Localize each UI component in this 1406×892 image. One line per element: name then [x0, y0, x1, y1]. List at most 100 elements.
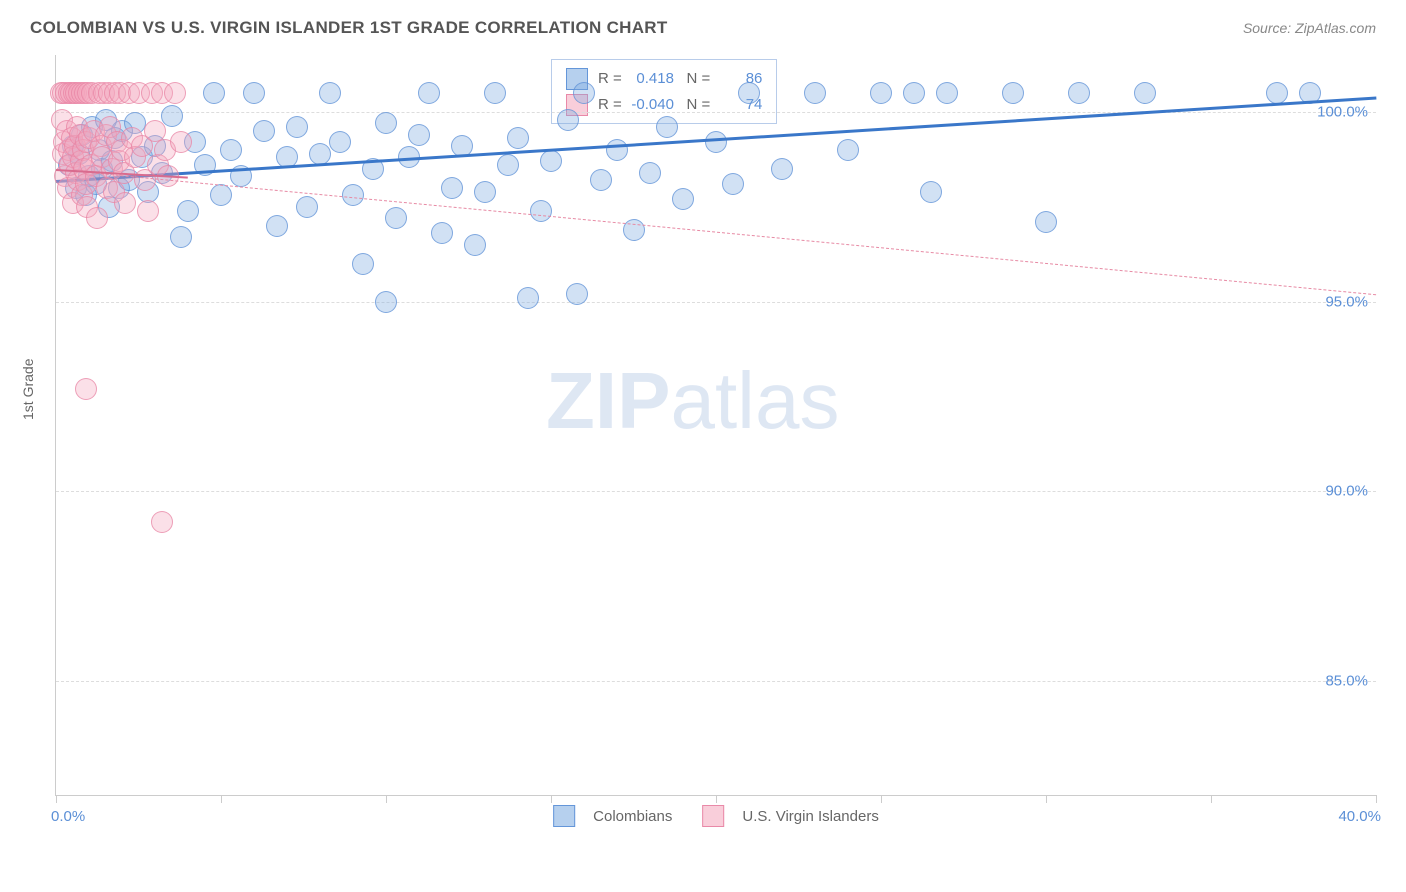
- data-point: [266, 215, 288, 237]
- gridline: [56, 681, 1376, 682]
- data-point: [375, 112, 397, 134]
- data-point: [507, 127, 529, 149]
- data-point: [342, 184, 364, 206]
- x-tick: [1211, 795, 1212, 803]
- data-point: [431, 222, 453, 244]
- data-point: [75, 378, 97, 400]
- data-point: [253, 120, 275, 142]
- data-point: [623, 219, 645, 241]
- data-point: [385, 207, 407, 229]
- data-point: [530, 200, 552, 222]
- data-point: [474, 181, 496, 203]
- data-point: [319, 82, 341, 104]
- data-point: [210, 184, 232, 206]
- data-point: [1068, 82, 1090, 104]
- chart-plot-area: ZIPatlas R = 0.418 N = 86R = -0.040 N = …: [55, 55, 1376, 796]
- data-point: [639, 162, 661, 184]
- data-point: [243, 82, 265, 104]
- series-legend-label: Colombians: [593, 808, 672, 825]
- y-axis-label: 1st Grade: [20, 359, 36, 420]
- data-point: [170, 226, 192, 248]
- data-point: [705, 131, 727, 153]
- x-tick: [881, 795, 882, 803]
- data-point: [1266, 82, 1288, 104]
- data-point: [329, 131, 351, 153]
- trend-line-usvi: [56, 169, 1376, 295]
- data-point: [220, 139, 242, 161]
- gridline: [56, 491, 1376, 492]
- data-point: [804, 82, 826, 104]
- data-point: [296, 196, 318, 218]
- series-legend-item: U.S. Virgin Islanders: [702, 805, 878, 827]
- data-point: [86, 207, 108, 229]
- data-point: [837, 139, 859, 161]
- data-point: [170, 131, 192, 153]
- data-point: [722, 173, 744, 195]
- data-point: [573, 82, 595, 104]
- data-point: [1035, 211, 1057, 233]
- y-tick-label: 95.0%: [1325, 293, 1368, 310]
- gridline: [56, 112, 1376, 113]
- data-point: [936, 82, 958, 104]
- data-point: [590, 169, 612, 191]
- series-legend-label: U.S. Virgin Islanders: [742, 808, 878, 825]
- x-axis-min-label: 0.0%: [51, 808, 85, 825]
- data-point: [920, 181, 942, 203]
- data-point: [540, 150, 562, 172]
- series-legend-item: Colombians: [553, 805, 672, 827]
- x-tick: [1046, 795, 1047, 803]
- legend-row: R = 0.418 N = 86: [566, 66, 762, 92]
- legend-r-value: -0.040: [626, 92, 674, 118]
- data-point: [656, 116, 678, 138]
- x-tick: [56, 795, 57, 803]
- data-point: [497, 154, 519, 176]
- legend-swatch: [553, 805, 575, 827]
- source-attribution: Source: ZipAtlas.com: [1243, 20, 1376, 36]
- y-tick-label: 85.0%: [1325, 673, 1368, 690]
- data-point: [137, 200, 159, 222]
- series-legend: Colombians U.S. Virgin Islanders: [553, 805, 879, 827]
- legend-r-value: 0.418: [626, 66, 674, 92]
- watermark: ZIPatlas: [546, 355, 839, 447]
- data-point: [286, 116, 308, 138]
- x-tick: [386, 795, 387, 803]
- data-point: [557, 109, 579, 131]
- data-point: [375, 291, 397, 313]
- x-tick: [716, 795, 717, 803]
- x-tick: [1376, 795, 1377, 803]
- data-point: [517, 287, 539, 309]
- data-point: [151, 511, 173, 533]
- data-point: [738, 82, 760, 104]
- chart-title: COLOMBIAN VS U.S. VIRGIN ISLANDER 1ST GR…: [30, 18, 668, 38]
- legend-n-label: N =: [674, 70, 714, 87]
- data-point: [606, 139, 628, 161]
- x-axis-max-label: 40.0%: [1338, 808, 1381, 825]
- data-point: [464, 234, 486, 256]
- data-point: [164, 82, 186, 104]
- legend-r-label: R =: [598, 70, 626, 87]
- data-point: [1134, 82, 1156, 104]
- y-tick-label: 90.0%: [1325, 483, 1368, 500]
- data-point: [870, 82, 892, 104]
- header: COLOMBIAN VS U.S. VIRGIN ISLANDER 1ST GR…: [0, 0, 1406, 48]
- data-point: [672, 188, 694, 210]
- data-point: [408, 124, 430, 146]
- x-tick: [221, 795, 222, 803]
- legend-row: R = -0.040 N = 74: [566, 92, 762, 118]
- data-point: [203, 82, 225, 104]
- gridline: [56, 302, 1376, 303]
- data-point: [566, 283, 588, 305]
- data-point: [1002, 82, 1024, 104]
- data-point: [441, 177, 463, 199]
- x-tick: [551, 795, 552, 803]
- data-point: [177, 200, 199, 222]
- data-point: [771, 158, 793, 180]
- y-tick-label: 100.0%: [1317, 103, 1368, 120]
- legend-r-label: R =: [598, 96, 626, 113]
- data-point: [903, 82, 925, 104]
- legend-swatch: [702, 805, 724, 827]
- data-point: [309, 143, 331, 165]
- data-point: [114, 192, 136, 214]
- legend-n-label: N =: [674, 96, 714, 113]
- data-point: [352, 253, 374, 275]
